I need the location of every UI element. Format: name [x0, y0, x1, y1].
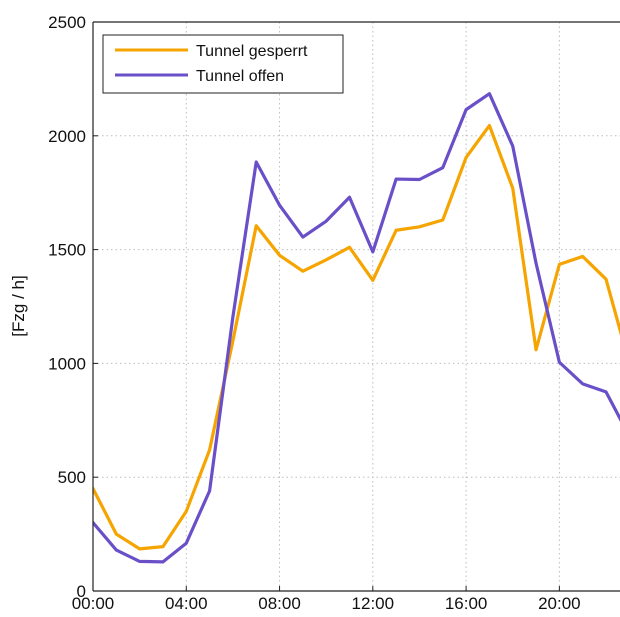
- y-tick-label: 0: [77, 582, 86, 601]
- x-tick-label: 04:00: [165, 594, 208, 613]
- legend-label-tunnel-offen: Tunnel offen: [196, 68, 284, 85]
- series-line-tunnel-offen: [93, 92, 620, 564]
- y-tick-label: 1000: [48, 354, 86, 373]
- legend-label-tunnel-gesperrt: Tunnel gesperrt: [196, 43, 308, 60]
- y-tick-label: 2500: [48, 13, 86, 32]
- x-tick-label: 00:00: [72, 594, 115, 613]
- y-tick-label: 2000: [48, 127, 86, 146]
- legend-box: [102, 34, 344, 94]
- x-tick-label: 12:00: [352, 594, 395, 613]
- series-line-tunnel-gesperrt: [93, 123, 620, 551]
- y-tick-label: 1500: [48, 241, 86, 260]
- x-tick-label: 20:00: [538, 594, 581, 613]
- grid-lines: [93, 22, 620, 591]
- x-tick-label: 16:00: [445, 594, 488, 613]
- x-tick-label: 08:00: [258, 594, 301, 613]
- legend: Tunnel gesperrt Tunnel offen: [102, 34, 344, 94]
- tick-labels: 0 500 1000 1500 2000 2500 00:00 04:00 08:00 12:00…: [48, 13, 580, 613]
- series-lines: [93, 92, 620, 564]
- y-axis-title: [Fzg / h]: [9, 275, 28, 336]
- y-tick-label: 500: [58, 468, 86, 487]
